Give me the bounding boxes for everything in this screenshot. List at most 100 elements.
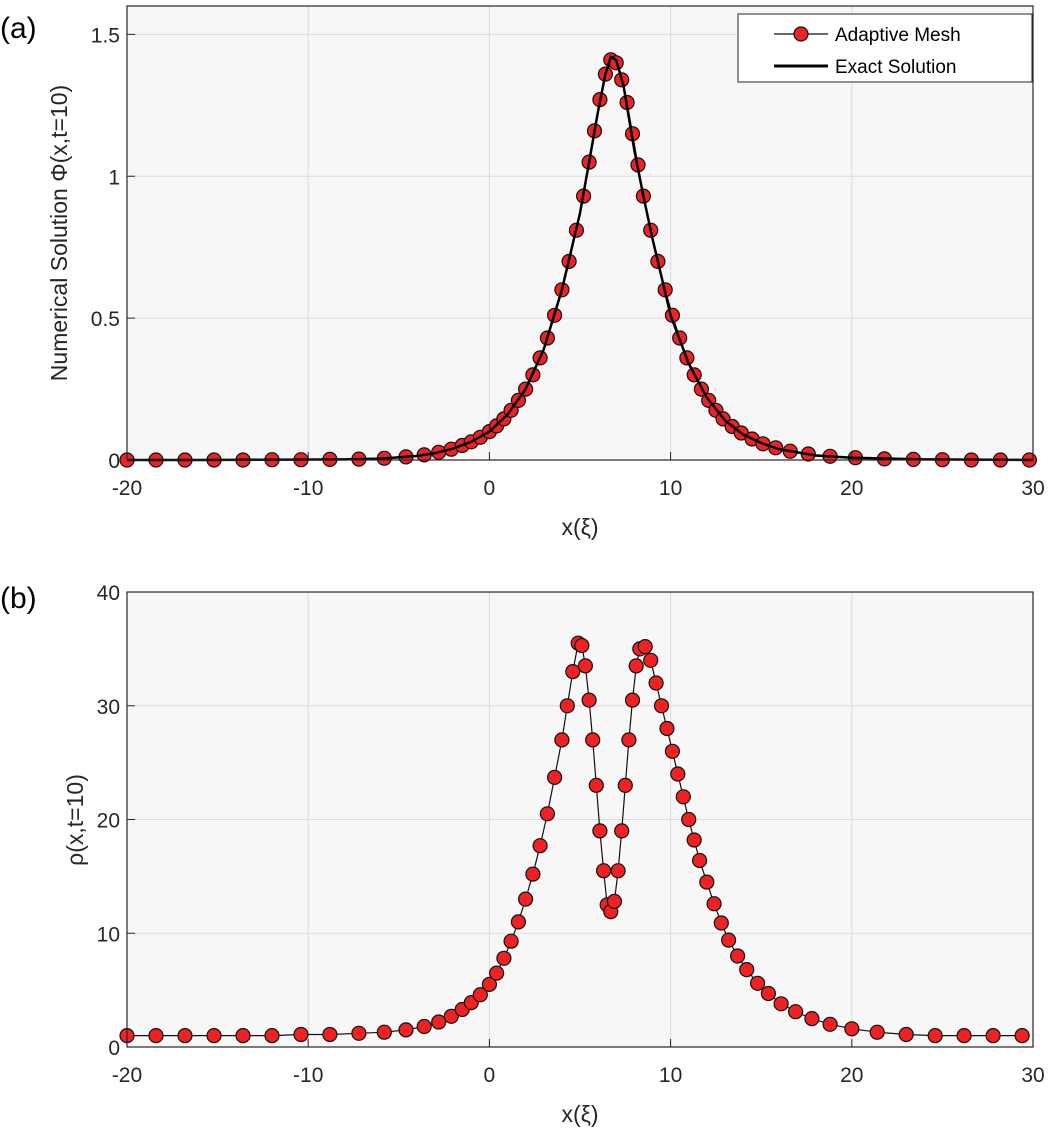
- adaptive-mesh-point: [617, 777, 633, 794]
- adaptive-mesh-point: [760, 985, 777, 1002]
- adaptive-mesh-point: [517, 891, 534, 907]
- adaptive-mesh-point: [539, 806, 556, 822]
- panel-a-legend: Adaptive Mesh Exact Solution: [737, 13, 1033, 83]
- adaptive-mesh-point: [614, 823, 630, 839]
- panel-a-y-axis-label: Numerical Solution Φ(x,t=10): [46, 85, 72, 381]
- y-tick-label: 0: [108, 450, 120, 473]
- adaptive-mesh-point: [720, 932, 737, 948]
- adaptive-mesh-point: [637, 638, 653, 655]
- adaptive-mesh-point: [595, 863, 612, 879]
- adaptive-mesh-point: [431, 1014, 447, 1030]
- adaptive-mesh-point: [581, 692, 597, 708]
- adaptive-mesh-point: [653, 698, 670, 714]
- legend-adaptive-label: Adaptive Mesh: [835, 25, 961, 46]
- adaptive-mesh-point: [489, 965, 505, 981]
- x-tick-label: 30: [1021, 1064, 1044, 1087]
- adaptive-mesh-point: [148, 1027, 164, 1044]
- adaptive-mesh-point: [659, 720, 675, 737]
- exact-solution-line: [127, 55, 1034, 462]
- adaptive-mesh-point: [706, 896, 722, 912]
- x-tick-label: 20: [840, 477, 863, 500]
- adaptive-mesh-point: [739, 961, 755, 978]
- x-tick-label: -20: [112, 1064, 142, 1087]
- panel-a: (a) -20 -10 0 10 20 30 0 0.5 1 1.5 x(ξ) Numerica…: [0, 5, 1045, 540]
- x-tick-label: -10: [293, 1064, 323, 1087]
- legend-exact-label: Exact Solution: [835, 57, 956, 78]
- adaptive-mesh-point: [628, 658, 644, 674]
- adaptive-mesh-point: [503, 933, 519, 949]
- x-tick-label: 10: [659, 1064, 682, 1087]
- panel-b: (b) -20 -10 0 10 20 30 0 10 20 30 40 x(ξ) ρ(x,t=1…: [0, 582, 1045, 1127]
- adaptive-mesh-point: [574, 637, 590, 654]
- adaptive-mesh-point: [686, 832, 702, 848]
- y-tick-label: 20: [97, 810, 120, 833]
- adaptive-mesh-point: [822, 1016, 838, 1032]
- adaptive-mesh-point: [293, 1026, 309, 1043]
- adaptive-mesh-point: [956, 1027, 972, 1044]
- legend-box: [737, 13, 1033, 83]
- adaptive-mesh-point: [624, 692, 641, 708]
- adaptive-mesh-point: [351, 1025, 367, 1041]
- adaptive-mesh-point: [496, 950, 512, 966]
- adaptive-mesh-point: [670, 766, 686, 782]
- adaptive-mesh-point: [844, 1021, 860, 1037]
- adaptive-mesh-point: [559, 698, 575, 714]
- adaptive-mesh-point: [675, 789, 691, 805]
- x-tick-label: 0: [484, 477, 496, 500]
- adaptive-mesh-point: [699, 874, 715, 890]
- y-tick-label: 10: [97, 923, 120, 946]
- adaptive-mesh-point: [177, 1027, 193, 1044]
- panel-a-y-ticks: 0 0.5 1 1.5: [91, 24, 135, 473]
- panel-a-label: (a): [0, 12, 37, 45]
- y-tick-label: 0: [108, 1037, 120, 1060]
- x-tick-label: 30: [1021, 477, 1044, 500]
- adaptive-mesh-point: [264, 1027, 280, 1044]
- adaptive-mesh-point: [554, 732, 570, 748]
- x-tick-label: -10: [293, 477, 323, 500]
- adaptive-mesh-point: [532, 838, 548, 854]
- adaptive-mesh-point: [898, 1026, 914, 1043]
- adaptive-mesh-point: [510, 914, 527, 930]
- panel-b-series: [119, 635, 1030, 1044]
- adaptive-mesh-point: [621, 732, 637, 748]
- adaptive-mesh-point: [525, 866, 541, 882]
- adaptive-mesh-point: [206, 1027, 222, 1044]
- adaptive-mesh-point: [398, 1022, 414, 1038]
- adaptive-mesh-point: [546, 769, 563, 786]
- adaptive-mesh-point: [643, 652, 659, 668]
- adaptive-mesh-point: [610, 863, 626, 879]
- adaptive-mesh-point: [681, 811, 697, 828]
- adaptive-mesh-point: [985, 1027, 1001, 1044]
- legend-adaptive-marker: [793, 26, 809, 42]
- panel-b-y-ticks: 0 10 20 30 40: [97, 582, 135, 1060]
- adaptive-mesh-point: [443, 1008, 459, 1024]
- adaptive-mesh-point: [585, 732, 601, 748]
- y-tick-label: 40: [97, 582, 120, 605]
- panel-b-x-axis-label: x(ξ): [561, 1101, 598, 1127]
- adaptive-mesh-point: [606, 893, 623, 910]
- panel-b-y-axis-label: ρ(x,t=10): [62, 774, 88, 866]
- y-tick-label: 0.5: [91, 308, 120, 331]
- adaptive-mesh-point: [713, 915, 729, 931]
- adaptive-mesh-point: [1014, 1027, 1030, 1044]
- adaptive-mesh-point: [235, 1027, 251, 1044]
- panel-a-x-axis-label: x(ξ): [561, 514, 598, 540]
- adaptive-mesh-point: [376, 1024, 392, 1040]
- adaptive-mesh-point: [729, 948, 746, 964]
- adaptive-mesh-point: [592, 823, 608, 839]
- adaptive-mesh-point: [749, 975, 766, 991]
- x-tick-label: -20: [112, 477, 142, 500]
- x-tick-label: 10: [659, 477, 682, 500]
- adaptive-mesh-point: [787, 1004, 804, 1020]
- panel-a-axes-box: [126, 5, 1034, 461]
- adaptive-mesh-point: [588, 777, 604, 794]
- adaptive-mesh-point: [691, 852, 708, 869]
- x-tick-label: 0: [484, 1064, 496, 1087]
- adaptive-mesh-point: [664, 743, 681, 759]
- adaptive-mesh-point: [804, 1010, 820, 1027]
- x-tick-label: 20: [840, 1064, 863, 1087]
- y-tick-label: 1: [108, 166, 120, 189]
- panel-b-x-ticks: -20 -10 0 10 20 30: [112, 1039, 1045, 1087]
- adaptive-mesh-point: [472, 987, 488, 1003]
- adaptive-mesh-point: [481, 976, 497, 993]
